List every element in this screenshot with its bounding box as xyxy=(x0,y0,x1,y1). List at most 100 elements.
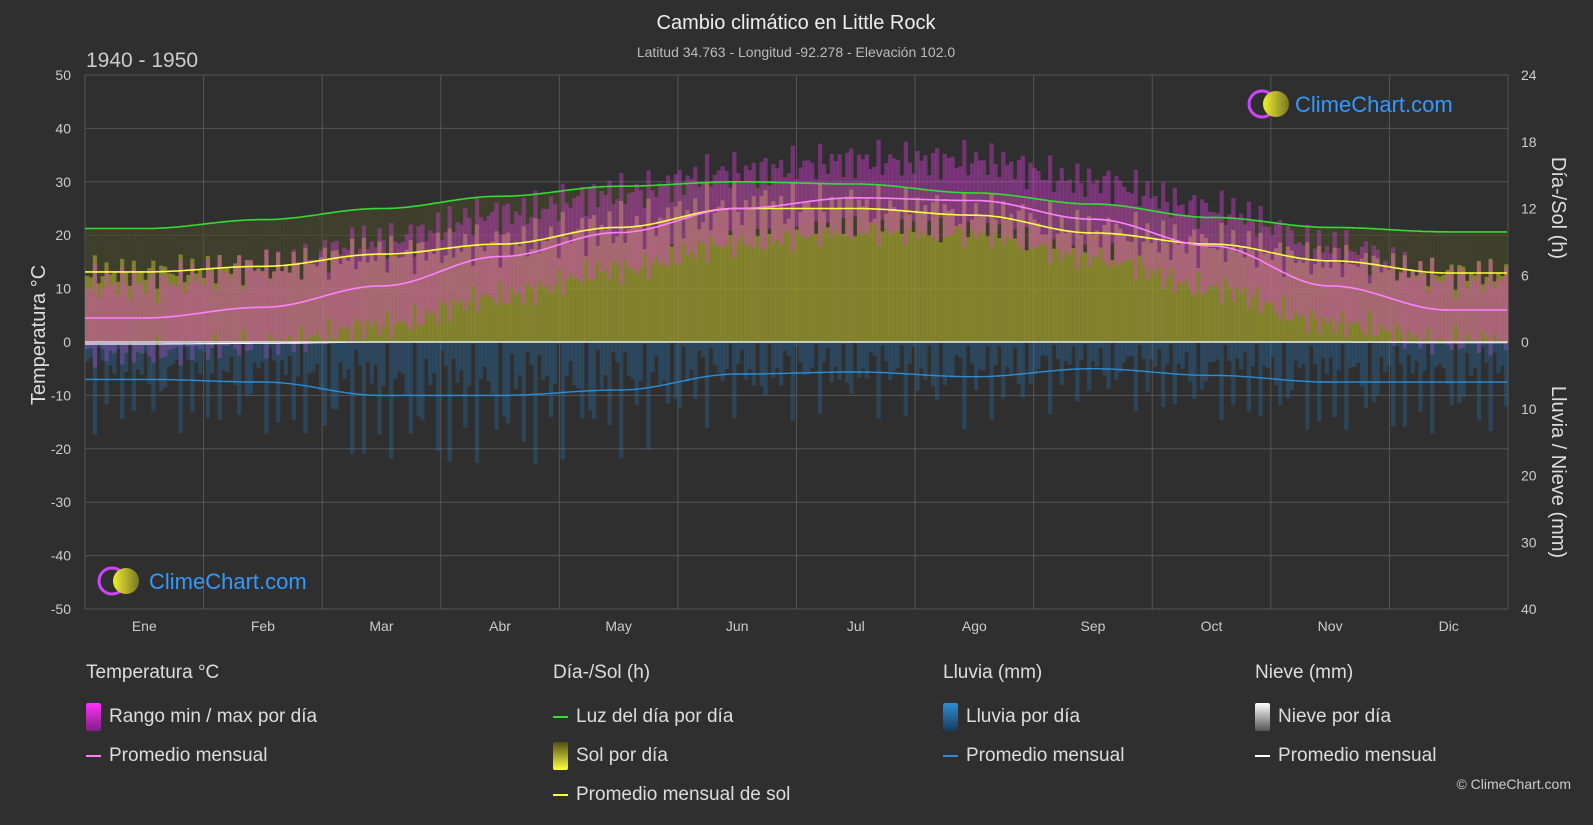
rain-bar xyxy=(665,342,671,404)
temperature-range-bar xyxy=(720,166,725,249)
temperature-tick-label: -30 xyxy=(51,494,71,510)
sunshine-bar xyxy=(1488,258,1493,342)
rain-bar xyxy=(942,342,947,386)
sunshine-bar xyxy=(1391,253,1396,342)
sunshine-bar xyxy=(1145,223,1150,342)
sunshine-bar xyxy=(619,201,624,342)
temperature-range-bar xyxy=(190,264,195,360)
temperature-range-bar xyxy=(396,243,402,322)
rain-bar xyxy=(272,342,277,361)
temperature-range-bar xyxy=(1157,208,1162,268)
rain-bar xyxy=(1480,342,1486,348)
rain-bar xyxy=(1344,342,1349,430)
sunshine-bar xyxy=(408,240,413,342)
sunshine-bar xyxy=(116,281,121,342)
temperature-range-bar xyxy=(864,154,870,235)
rain-bar xyxy=(342,342,347,379)
rain-bar xyxy=(899,342,905,346)
temperature-range-bar xyxy=(1008,161,1014,241)
sunshine-bar xyxy=(525,256,530,342)
sunshine-bar xyxy=(217,254,222,342)
plot-area: 50 40 30 20 10 0 -10 -20 -30 -40 -50 24 18 12 6 0 10 20 30… xyxy=(51,67,1537,634)
sunshine-bar xyxy=(1235,252,1240,342)
sunshine-bar xyxy=(143,279,148,342)
sunshine-bar xyxy=(392,255,398,342)
sunshine-bar xyxy=(334,250,339,342)
sun-tick-label: 24 xyxy=(1521,67,1537,83)
temperature-tick-label: -20 xyxy=(51,441,71,457)
rain-bar xyxy=(1410,342,1415,374)
rain-bar xyxy=(330,342,335,409)
temperature-range-bar xyxy=(1359,246,1365,330)
rain-bar xyxy=(1422,342,1427,371)
rain-bar xyxy=(1379,342,1384,357)
sunshine-bar xyxy=(576,229,581,342)
temperature-range-bar xyxy=(872,166,877,226)
rain-bar xyxy=(1274,342,1279,386)
sunshine-bar xyxy=(977,215,983,342)
sunshine-bar xyxy=(159,265,164,342)
sunshine-bar xyxy=(420,241,425,342)
rain-bar xyxy=(509,342,515,355)
rain-bar xyxy=(260,342,265,362)
rain-bar xyxy=(135,342,140,370)
temperature-range-bar xyxy=(502,205,507,303)
temperature-range-bar xyxy=(923,155,928,236)
rain-bar xyxy=(116,342,121,350)
sunshine-bar xyxy=(1465,280,1470,342)
sunshine-bar xyxy=(548,226,554,342)
rain-bar xyxy=(482,342,487,367)
sunshine-bar xyxy=(123,271,129,342)
sunshine-bar xyxy=(1122,235,1127,342)
precipitation-tick-label: 20 xyxy=(1521,468,1537,484)
temperature-tick-label: 30 xyxy=(55,174,71,190)
rain-bar xyxy=(1332,342,1337,418)
sunshine-bar xyxy=(166,273,172,342)
rain-bar xyxy=(147,342,152,384)
sunshine-bar xyxy=(927,235,932,342)
sunshine-bar xyxy=(342,257,347,342)
rain-bar xyxy=(435,342,441,451)
sunshine-bar xyxy=(1016,210,1022,342)
temperature-range-bar xyxy=(642,207,647,254)
precipitation-tick-label: 40 xyxy=(1521,601,1537,617)
sunshine-bar xyxy=(876,184,881,342)
rain-bar xyxy=(178,342,183,434)
sunshine-bar xyxy=(743,199,749,342)
sunshine-daily-bars xyxy=(85,181,1509,342)
sunshine-bar xyxy=(1430,257,1435,342)
legend: Temperatura °C Rango min / max por día P… xyxy=(0,660,1593,825)
sunshine-bar xyxy=(1133,211,1139,342)
sunshine-bar xyxy=(198,269,203,342)
rain-bar xyxy=(1055,342,1061,359)
rain-bar xyxy=(338,342,343,363)
rain-bar xyxy=(1383,342,1388,373)
temperature-range-bar xyxy=(155,303,160,337)
temperature-range-bar xyxy=(899,175,905,220)
temperature-range-bar xyxy=(330,242,335,339)
temperature-range-bar xyxy=(704,154,710,263)
temperature-range-bar xyxy=(209,273,215,348)
sunshine-bar xyxy=(248,260,254,342)
sunshine-bar xyxy=(1055,233,1061,342)
sunshine-bar xyxy=(665,207,671,342)
sunshine-bar xyxy=(307,263,312,342)
sunshine-bar xyxy=(1289,250,1294,342)
temperature-range-bar xyxy=(1352,251,1357,323)
rain-bar xyxy=(747,342,753,370)
rain-bar xyxy=(170,342,176,365)
rain-bar xyxy=(919,342,924,368)
sunshine-bar xyxy=(685,210,690,342)
legend-label: Promedio mensual de sol xyxy=(576,783,791,805)
sunshine-bar xyxy=(786,218,792,342)
temperature-range-bar xyxy=(732,152,737,258)
sunshine-bar xyxy=(229,273,234,342)
rain-bar xyxy=(1492,342,1497,353)
sunshine-bar xyxy=(689,215,694,342)
temperature-range-bar xyxy=(116,295,121,344)
temperature-range-bar xyxy=(833,160,838,231)
rain-swatch xyxy=(943,702,958,731)
precipitation-tick-label: 10 xyxy=(1521,401,1537,417)
temperature-range-bar xyxy=(322,240,328,345)
legend-snow-title: Nieve (mm) xyxy=(1255,662,1354,683)
